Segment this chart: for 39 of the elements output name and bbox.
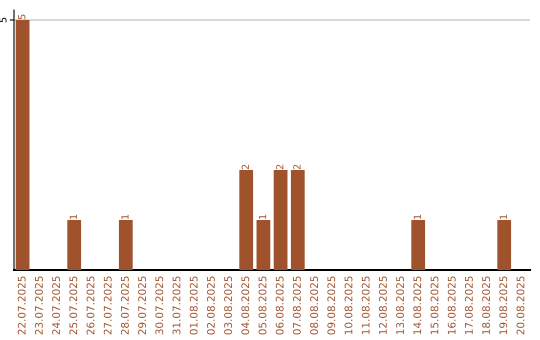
- x-tick-label: 30.07.2025: [155, 276, 164, 334]
- x-tick-label: 07.08.2025: [292, 276, 301, 335]
- x-tick-label: 31.07.2025: [172, 276, 180, 334]
- x-tick-label: 05.08.2025: [258, 276, 266, 335]
- data-label: 2: [242, 164, 249, 170]
- x-tick-label: 14.08.2025: [413, 276, 422, 334]
- x-tick-label: 28.07.2025: [120, 276, 129, 334]
- x-tick-label: 15.08.2025: [430, 276, 438, 334]
- x-tick-label: 11.08.2025: [362, 276, 370, 334]
- data-label: 1: [121, 214, 128, 219]
- x-tick-label: 08.08.2025: [310, 276, 318, 335]
- data-label: 1: [70, 214, 77, 219]
- data-label: 1: [414, 214, 421, 219]
- data-label: 2: [276, 164, 284, 170]
- x-tick-label: 13.08.2025: [396, 276, 404, 334]
- x-tick-label: 20.08.2025: [516, 276, 524, 334]
- x-tick-label: 17.08.2025: [464, 276, 473, 334]
- x-tick-label: 02.08.2025: [206, 276, 215, 335]
- x-tick-label: 29.07.2025: [138, 276, 146, 334]
- x-tick-label: 06.08.2025: [276, 276, 284, 335]
- x-tick-label: 24.07.2025: [52, 276, 60, 334]
- x-tick-label: 04.08.2025: [241, 276, 250, 335]
- x-tick-label: 01.08.2025: [190, 276, 198, 335]
- x-tick-label: 16.08.2025: [448, 276, 456, 334]
- x-tick-label: 12.08.2025: [378, 276, 387, 334]
- x-tick-label: 19.08.2025: [499, 276, 508, 334]
- x-tick-label: 27.07.2025: [104, 276, 112, 334]
- x-tick-label: 26.07.2025: [86, 276, 94, 334]
- x-tick-label: 18.08.2025: [482, 276, 490, 334]
- x-tick-label: 23.07.2025: [34, 276, 43, 334]
- x-tick-label: 25.07.2025: [69, 276, 78, 334]
- data-label: 1: [258, 214, 266, 219]
- data-label: 5: [18, 14, 26, 20]
- x-tick-label: 09.08.2025: [327, 276, 336, 335]
- data-label: 2: [293, 164, 300, 170]
- x-tick-label: 10.08.2025: [344, 276, 352, 334]
- x-tick-label: 22.07.2025: [18, 276, 26, 334]
- x-tick-label: 03.08.2025: [224, 276, 232, 335]
- data-label: 1: [500, 214, 507, 219]
